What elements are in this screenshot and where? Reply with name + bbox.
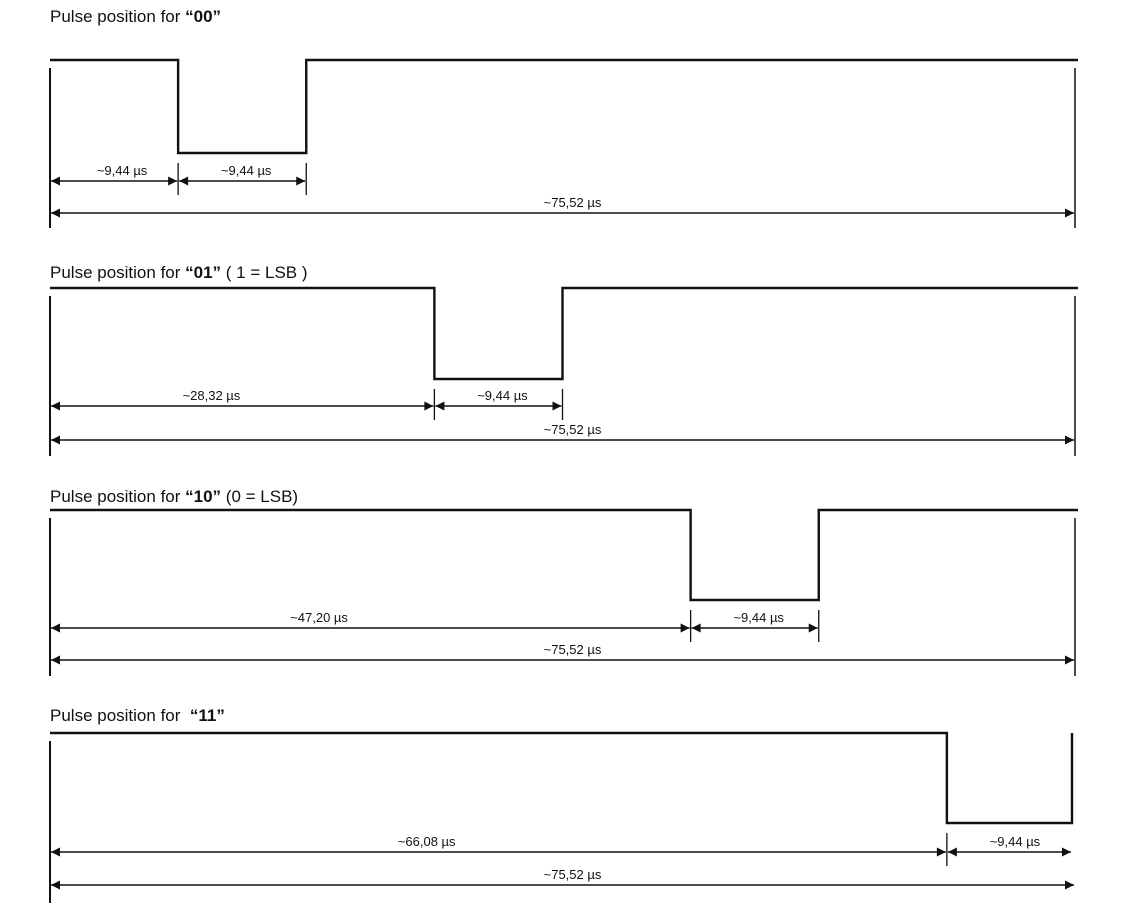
title-code: “00” — [185, 7, 221, 26]
title-code: “10” — [185, 487, 221, 506]
title-suffix: (0 = LSB) — [221, 487, 298, 506]
before-pulse-label: ~66,08 µs — [398, 834, 456, 849]
total-period-label: ~75,52 µs — [544, 867, 602, 882]
panel-title: Pulse position for “01” ( 1 = LSB ) — [50, 263, 308, 282]
panel-title: Pulse position for “11” — [50, 706, 225, 725]
pulse-waveform — [50, 286, 1078, 381]
title-suffix: ( 1 = LSB ) — [221, 263, 307, 282]
total-period-label: ~75,52 µs — [544, 642, 602, 657]
pulse-width-label: ~9,44 µs — [990, 834, 1041, 849]
pulse-width-label: ~9,44 µs — [733, 610, 784, 625]
title-prefix: Pulse position for — [50, 7, 185, 26]
title-code: “11” — [190, 706, 225, 725]
title-prefix: Pulse position for — [50, 263, 185, 282]
title-prefix: Pulse position for — [50, 487, 185, 506]
pulse-waveform — [50, 58, 1078, 155]
panel-title: Pulse position for “10” (0 = LSB) — [50, 487, 298, 506]
panel-11: Pulse position for “11” ~66,08 µs ~9,44 µs… — [49, 706, 1074, 903]
before-pulse-label: ~9,44 µs — [97, 163, 148, 178]
title-code: “01” — [185, 263, 221, 282]
total-period-label: ~75,52 µs — [544, 195, 602, 210]
panel-title: Pulse position for “00” — [50, 7, 221, 26]
panel-00: Pulse position for “00” ~9,44 µs ~9,44 µs ~… — [49, 7, 1078, 228]
total-period-label: ~75,52 µs — [544, 422, 602, 437]
panel-01: Pulse position for “01” ( 1 = LSB ) ~28,3… — [49, 263, 1078, 456]
pulse-waveform — [50, 731, 1074, 825]
panel-10: Pulse position for “10” (0 = LSB) ~47,20 … — [49, 487, 1078, 676]
before-pulse-label: ~47,20 µs — [290, 610, 348, 625]
pulse-width-label: ~9,44 µs — [477, 388, 528, 403]
pulse-waveform — [50, 508, 1078, 602]
pulse-width-label: ~9,44 µs — [221, 163, 272, 178]
title-prefix: Pulse position for — [50, 706, 190, 725]
before-pulse-label: ~28,32 µs — [183, 388, 241, 403]
